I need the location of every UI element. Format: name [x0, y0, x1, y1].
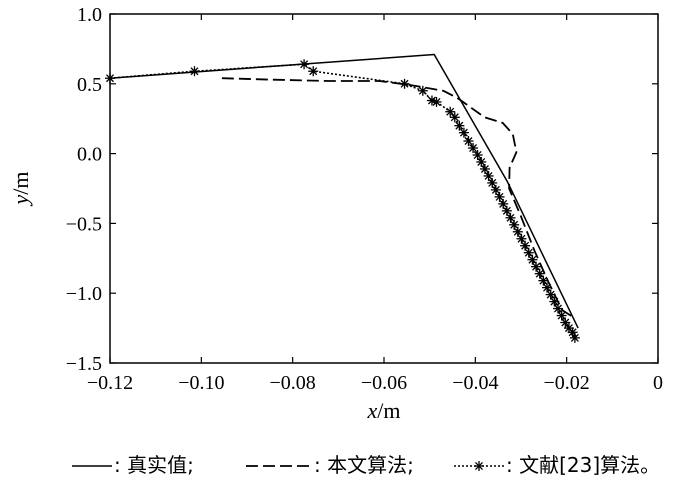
x-tick-label: −0.04 — [452, 372, 498, 394]
data-point-marker — [534, 268, 545, 279]
data-point-marker — [494, 191, 505, 202]
x-tick-label: −0.06 — [361, 372, 407, 394]
y-tick-label: 1.0 — [77, 4, 102, 26]
data-point-marker — [399, 78, 410, 89]
x-axis-label: x/m — [367, 398, 401, 423]
data-point-marker — [417, 85, 428, 96]
data-point-marker — [105, 73, 115, 84]
x-tick-label: 0 — [653, 372, 663, 394]
axis-ticks: −0.12 −0.10 −0.08 −0.06 −0.04 −0.02 0 1.0 0.5 0.0… — [66, 4, 663, 394]
plot-frame — [109, 13, 659, 364]
data-point-marker — [545, 289, 556, 300]
data-point-marker — [527, 254, 538, 265]
x-tick-label: −0.08 — [270, 372, 316, 394]
data-point-marker — [552, 303, 563, 314]
data-point-marker — [476, 156, 487, 167]
legend: : 真实值; : 本文算法; : 文献[23]算法。 — [72, 453, 660, 477]
data-point-marker — [463, 136, 474, 147]
data-point-marker — [520, 240, 531, 251]
data-point-marker — [523, 247, 534, 258]
data-point-marker — [445, 106, 456, 117]
y-tick-label: 0.0 — [77, 144, 102, 166]
x-axis-var: x — [367, 398, 378, 423]
y-tick-label: 0.5 — [77, 74, 102, 96]
data-point-marker — [483, 170, 494, 181]
legend-label-true: : 真实值; — [114, 453, 194, 477]
data-point-marker — [509, 219, 520, 230]
data-point-marker — [449, 112, 460, 123]
x-tick-label: −0.12 — [87, 372, 133, 394]
series-line-1 — [109, 53, 579, 329]
data-point-marker — [556, 310, 567, 321]
data-point-marker — [501, 205, 512, 216]
data-point-marker — [468, 143, 479, 154]
data-point-marker — [542, 282, 553, 293]
data-point-marker — [560, 317, 571, 328]
data-point-marker — [454, 120, 465, 131]
y-axis-var: y — [8, 195, 33, 207]
data-point-marker — [512, 226, 523, 237]
legend-label-proposed: : 本文算法; — [314, 453, 414, 477]
y-tick-label: −1.0 — [66, 283, 102, 305]
data-point-marker — [189, 66, 200, 77]
y-tick-label: −0.5 — [66, 213, 102, 235]
y-axis-unit: /m — [8, 172, 33, 195]
data-point-marker — [538, 275, 549, 286]
data-point-marker — [431, 96, 442, 107]
data-point-marker — [299, 59, 310, 70]
data-point-marker — [490, 184, 501, 195]
data-point-marker — [487, 177, 498, 188]
data-point-marker — [308, 66, 319, 77]
y-axis-label: y/m — [8, 172, 33, 207]
data-point-marker — [549, 296, 560, 307]
x-tick-label: −0.02 — [544, 372, 590, 394]
data-point-marker — [569, 332, 580, 343]
data-point-marker — [516, 233, 527, 244]
series-layer — [105, 53, 580, 343]
legend-label-reference: : 文献[23]算法。 — [506, 453, 660, 477]
series-line-2 — [221, 77, 576, 320]
legend-asterisk-icon — [474, 461, 484, 471]
legend-swatch-asterisk-marker — [474, 461, 484, 471]
data-point-marker — [458, 127, 469, 138]
y-tick-label: −1.5 — [66, 353, 102, 375]
x-axis-unit: /m — [377, 398, 400, 423]
data-point-marker — [505, 212, 516, 223]
data-point-marker — [479, 163, 490, 174]
data-point-marker — [531, 261, 542, 272]
data-point-marker — [498, 198, 509, 209]
x-tick-label: −0.10 — [178, 372, 224, 394]
data-point-marker — [472, 149, 483, 160]
